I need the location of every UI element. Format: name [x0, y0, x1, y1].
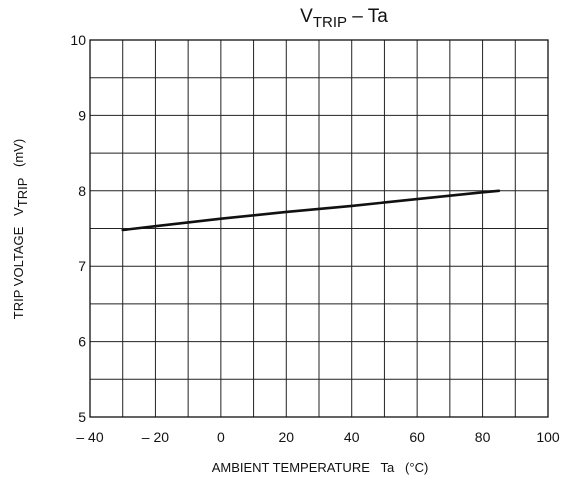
y-tick-label: 8	[78, 183, 86, 199]
x-tick-label: – 40	[76, 429, 103, 445]
grid	[90, 40, 548, 417]
chart-title: VTRIP – Ta	[300, 6, 388, 31]
trip-voltage-line	[121, 189, 501, 232]
x-tick-label: 60	[409, 429, 425, 445]
x-axis-title: AMBIENT TEMPERATURE Ta (°C)	[212, 460, 429, 475]
x-tick-label: – 20	[142, 429, 169, 445]
y-tick-label: 9	[78, 107, 86, 123]
x-tick-label: 40	[344, 429, 360, 445]
y-tick-label: 5	[78, 409, 86, 425]
y-axis-title: TRIP VOLTAGE VTRIP (mV)	[11, 139, 30, 319]
x-tick-label: 20	[278, 429, 294, 445]
x-tick-label: 100	[536, 429, 560, 445]
y-axis-ticks: 5 6 7 8 9 10	[70, 32, 86, 425]
x-tick-label: 0	[217, 429, 225, 445]
y-tick-label: 6	[78, 334, 86, 350]
plot-frame	[89, 39, 549, 418]
x-axis-ticks: – 40 – 20 0 20 40 60 80 100	[76, 429, 560, 445]
series	[121, 189, 501, 232]
y-tick-label: 10	[70, 32, 86, 48]
y-tick-label: 7	[78, 258, 86, 274]
x-tick-label: 80	[475, 429, 491, 445]
